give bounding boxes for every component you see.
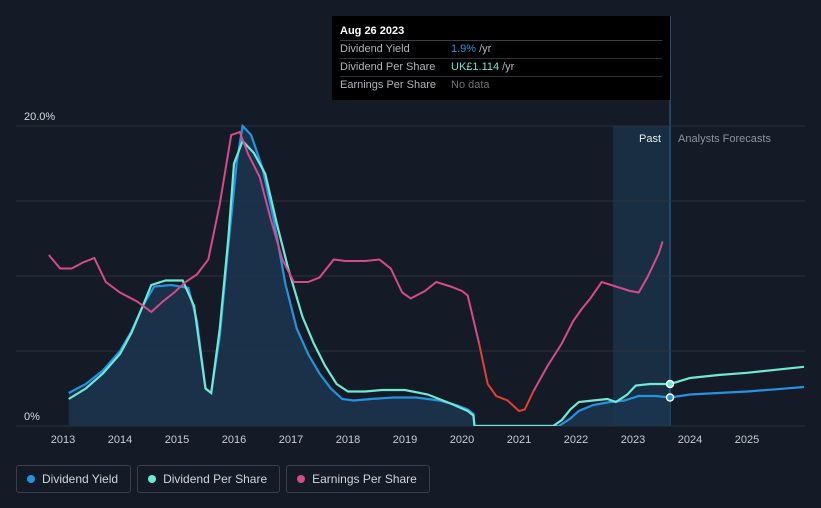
legend-label: Dividend Yield xyxy=(42,472,119,486)
tooltip-value: UK£1.114 xyxy=(451,61,500,73)
tooltip-label: Earnings Per Share xyxy=(340,79,436,91)
earnings-per-share-decline-line xyxy=(478,343,535,413)
x-tick-label: 2014 xyxy=(108,434,132,446)
x-tick-label: 2024 xyxy=(678,434,702,446)
x-tick-label: 2016 xyxy=(222,434,246,446)
x-tick-label: 2020 xyxy=(450,434,474,446)
x-tick-label: 2015 xyxy=(165,434,189,446)
earnings-per-share-line xyxy=(532,241,664,392)
legend-dot-icon xyxy=(148,475,157,483)
tooltip-row-earnings-per-share: Earnings Per Share No data xyxy=(340,77,662,94)
dividend-per-share-line xyxy=(68,138,805,426)
legend-label: Earnings Per Share xyxy=(312,472,417,486)
dividend-yield-area xyxy=(68,126,671,426)
x-tick-label: 2018 xyxy=(336,434,360,446)
x-tick-label: 2023 xyxy=(621,434,645,446)
legend-label: Dividend Per Share xyxy=(163,472,268,486)
tooltip-value: No data xyxy=(451,79,490,91)
legend-dividend-per-share[interactable]: Dividend Per Share xyxy=(137,465,281,493)
dividend-per-share-marker xyxy=(665,379,675,389)
past-label: Past xyxy=(639,133,661,145)
series-group xyxy=(48,123,805,426)
tooltip-row-dividend-per-share: Dividend Per Share UK£1.114 /yr xyxy=(340,59,662,77)
forecast-label: Analysts Forecasts xyxy=(678,133,771,145)
x-tick-label: 2017 xyxy=(279,434,303,446)
earnings-per-share-line xyxy=(48,130,481,344)
x-tick-label: 2013 xyxy=(51,434,75,446)
tooltip-date: Aug 26 2023 xyxy=(340,22,662,41)
legend-dot-icon xyxy=(27,475,35,483)
tooltip-value: 1.9% xyxy=(451,43,477,55)
tooltip-label: Dividend Per Share xyxy=(340,61,436,73)
tooltip: Aug 26 2023 Dividend Yield 1.9% /yr Divi… xyxy=(332,16,670,100)
legend-dot-icon xyxy=(297,475,306,483)
tooltip-unit: /yr xyxy=(479,43,492,55)
legend-earnings-per-share[interactable]: Earnings Per Share xyxy=(286,465,430,493)
tooltip-row-dividend-yield: Dividend Yield 1.9% /yr xyxy=(340,41,662,59)
x-tick-label: 2021 xyxy=(507,434,531,446)
x-tick-label: 2019 xyxy=(393,434,417,446)
x-tick-label: 2022 xyxy=(564,434,588,446)
y-tick-label: 0% xyxy=(24,411,40,423)
dividend-yield-marker xyxy=(665,393,675,402)
tooltip-unit: /yr xyxy=(502,61,515,73)
y-tick-label: 20.0% xyxy=(24,111,55,123)
tooltip-label: Dividend Yield xyxy=(340,43,410,55)
legend: Dividend Yield Dividend Per Share Earnin… xyxy=(16,465,436,493)
legend-dividend-yield[interactable]: Dividend Yield xyxy=(16,465,132,493)
x-tick-label: 2025 xyxy=(735,434,759,446)
